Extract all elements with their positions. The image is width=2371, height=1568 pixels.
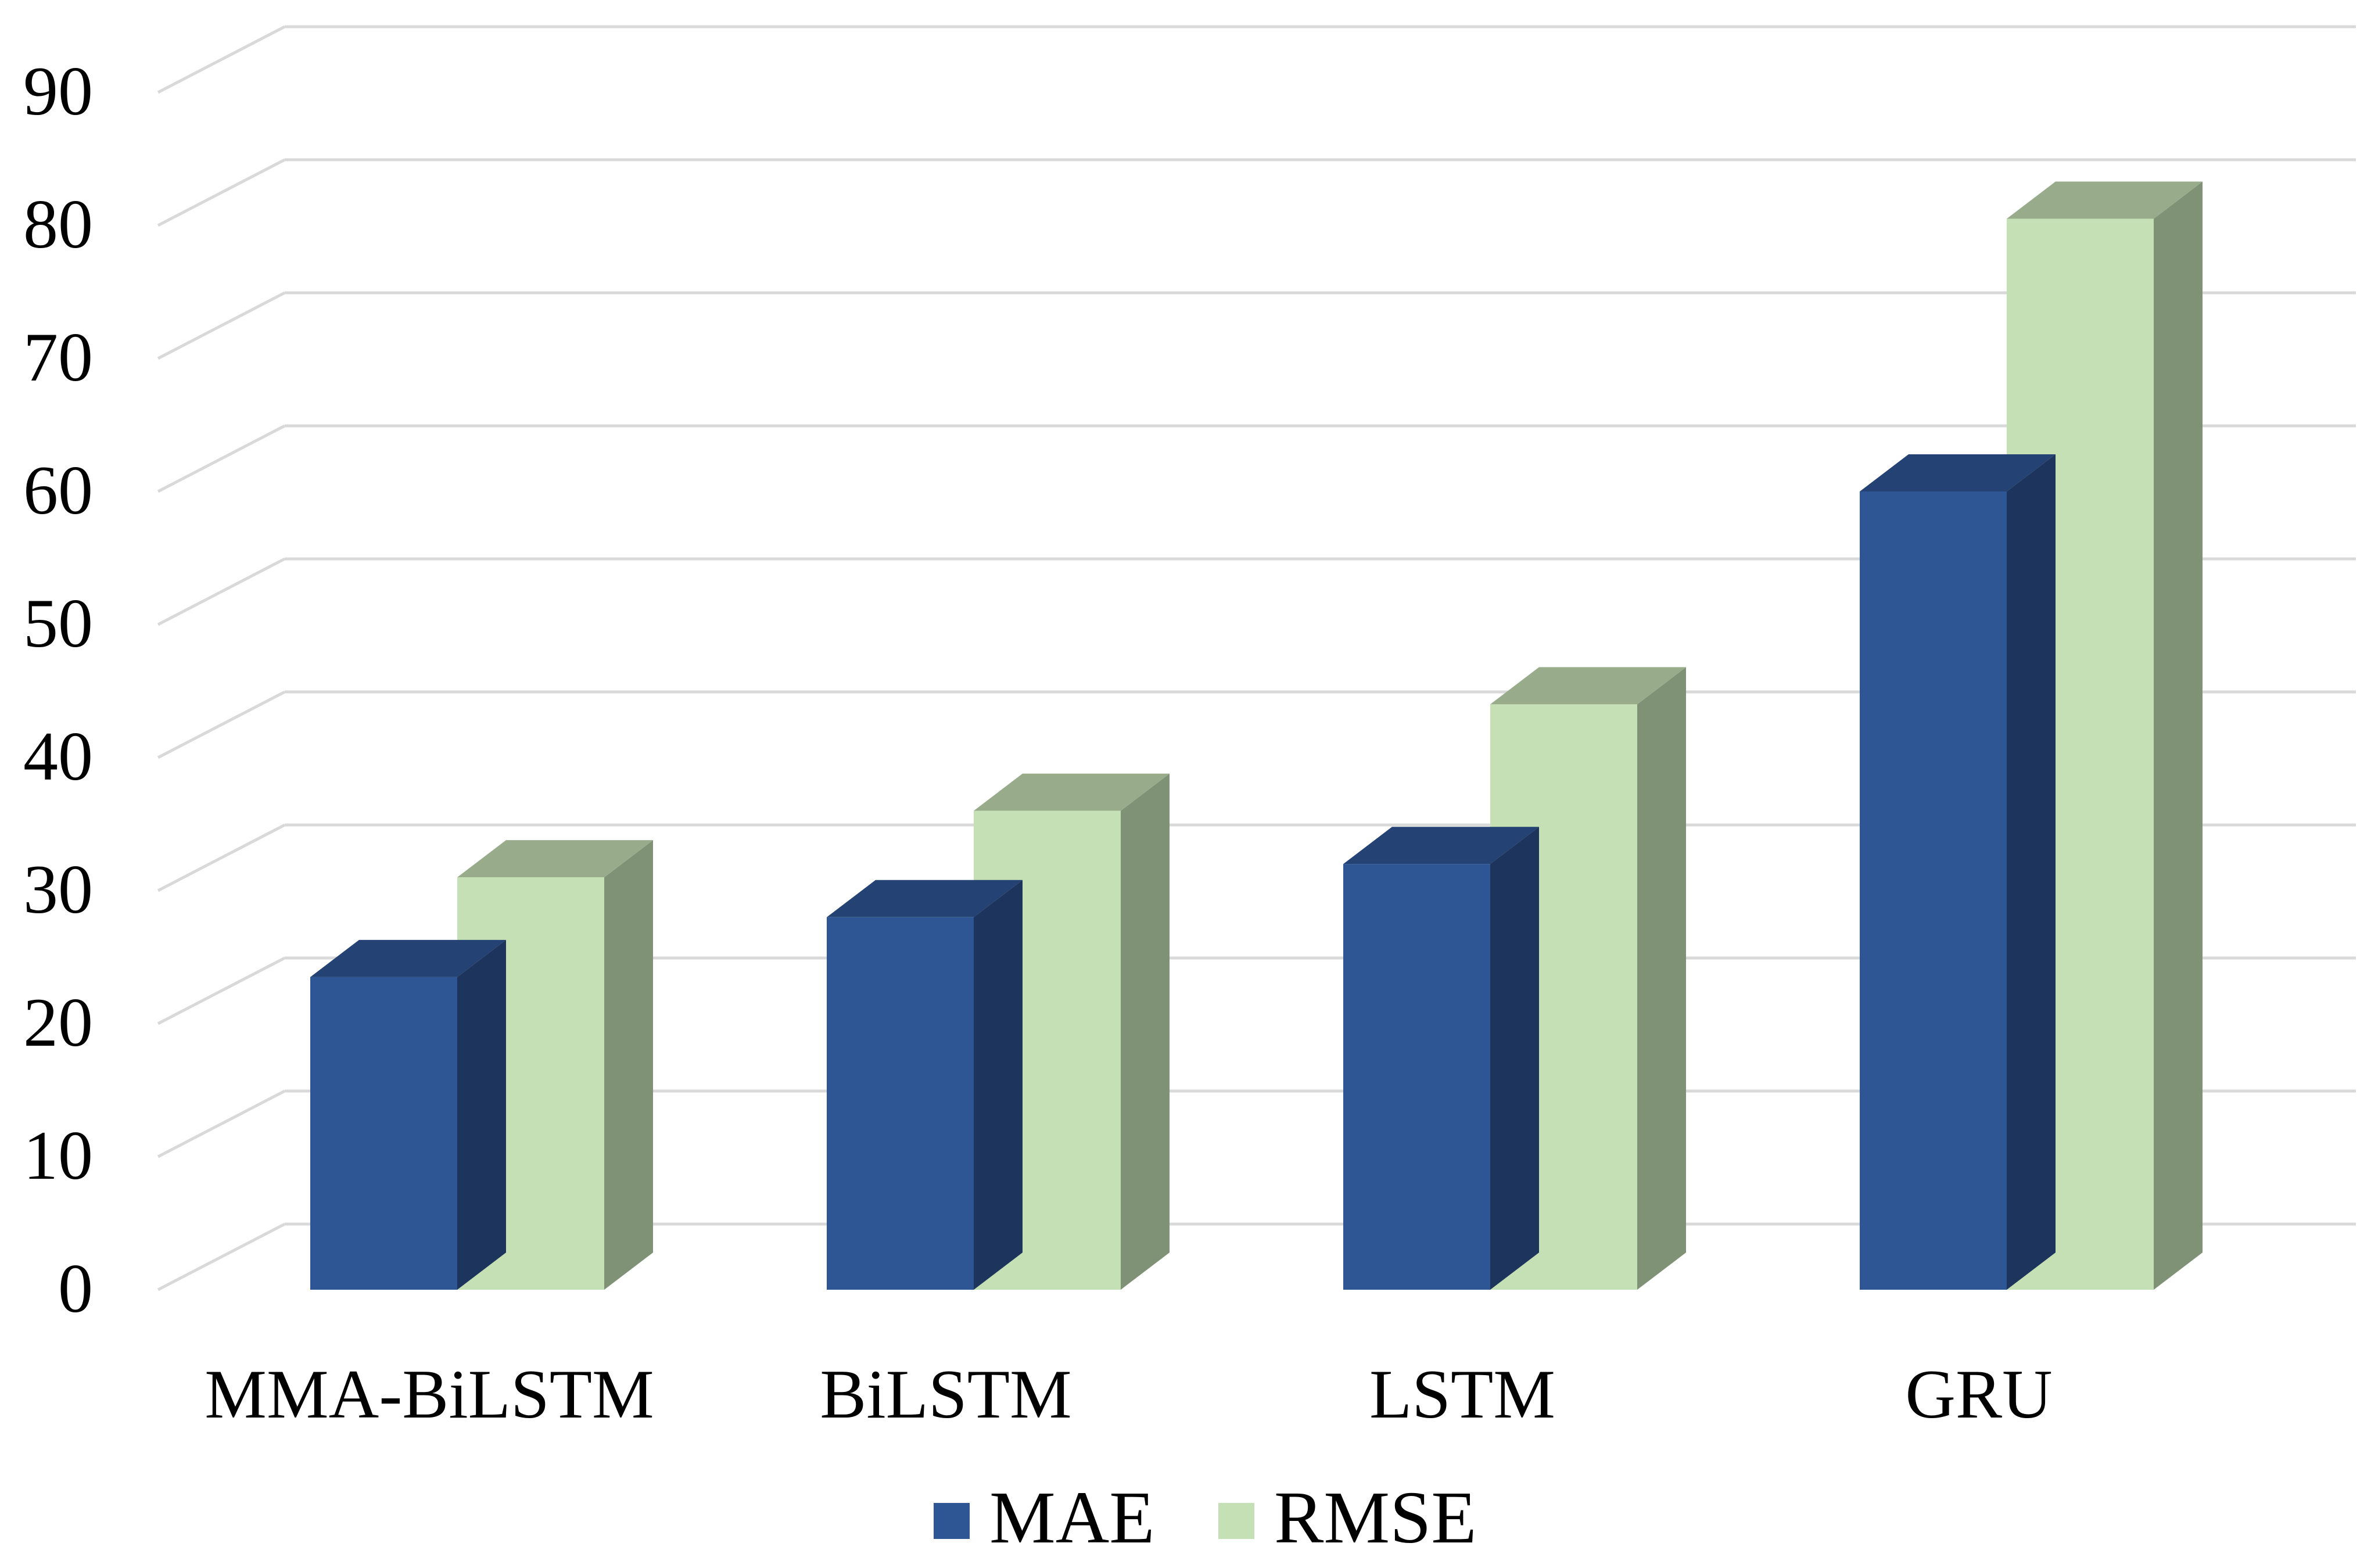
bar-top	[457, 840, 653, 878]
gridline-depth	[157, 424, 286, 493]
gridline-depth	[157, 291, 286, 360]
bar-top	[1860, 454, 2056, 491]
bars	[310, 181, 2203, 1290]
y-axis-ticks: 0 10 20 30 40 50 60 70 80 90	[23, 52, 93, 1327]
y-tick-label: 10	[23, 1117, 93, 1194]
y-tick-label: 0	[58, 1250, 93, 1327]
bar-side	[2154, 181, 2203, 1290]
gridline-depth	[157, 557, 286, 626]
bar-group	[310, 840, 653, 1290]
bar-group	[1343, 667, 1686, 1290]
gridline-depth	[157, 690, 286, 759]
bar-top	[1490, 667, 1686, 705]
legend-swatch	[1218, 1503, 1254, 1539]
bar-top	[827, 880, 1023, 917]
y-tick-label: 40	[23, 717, 93, 795]
y-tick-label: 30	[23, 851, 93, 928]
y-tick-label: 50	[23, 584, 93, 662]
legend-item: RMSE	[1218, 1476, 1477, 1559]
bar-top	[310, 939, 506, 977]
legend-item: MAE	[934, 1476, 1154, 1559]
bar-side	[974, 880, 1023, 1290]
bar-mae-lstm	[1343, 864, 1490, 1290]
bar-side	[604, 840, 653, 1290]
legend-label: MAE	[989, 1476, 1154, 1559]
x-tick-label: LSTM	[1369, 1355, 1555, 1433]
bar-group	[1860, 181, 2203, 1290]
bar-side	[2007, 454, 2056, 1290]
gridline-depth	[157, 1089, 286, 1158]
x-tick-label: BiLSTM	[820, 1355, 1071, 1433]
y-tick-label: 60	[23, 451, 93, 529]
gridline-depth	[157, 158, 286, 227]
bar-top	[2007, 181, 2203, 219]
bar-top	[974, 773, 1170, 811]
y-tick-label: 70	[23, 318, 93, 396]
legend-swatch	[934, 1503, 970, 1539]
gridline-depth	[157, 1222, 286, 1291]
bar-mae-gru	[1860, 491, 2007, 1290]
legend-label: RMSE	[1274, 1476, 1477, 1559]
bar-group	[827, 773, 1170, 1290]
x-tick-label: MMA-BiLSTM	[205, 1355, 654, 1433]
bar-side	[457, 939, 506, 1290]
gridline-depth	[157, 25, 286, 94]
x-axis-ticks: MMA-BiLSTM BiLSTM LSTM GRU	[205, 1355, 2052, 1433]
x-tick-label: GRU	[1905, 1355, 2052, 1433]
bar-mae-mma-bilstm	[310, 977, 457, 1290]
bar-side	[1121, 773, 1170, 1290]
gridline-depth	[157, 956, 286, 1025]
y-tick-label: 90	[23, 52, 93, 130]
bar-mae-bilstm	[827, 917, 974, 1290]
y-tick-label: 20	[23, 984, 93, 1061]
y-tick-label: 80	[23, 185, 93, 263]
bar-top	[1343, 827, 1539, 864]
bar-side	[1637, 667, 1686, 1290]
gridline-depth	[157, 823, 286, 892]
bar-side	[1490, 827, 1539, 1290]
legend: MAE RMSE	[934, 1476, 1477, 1559]
